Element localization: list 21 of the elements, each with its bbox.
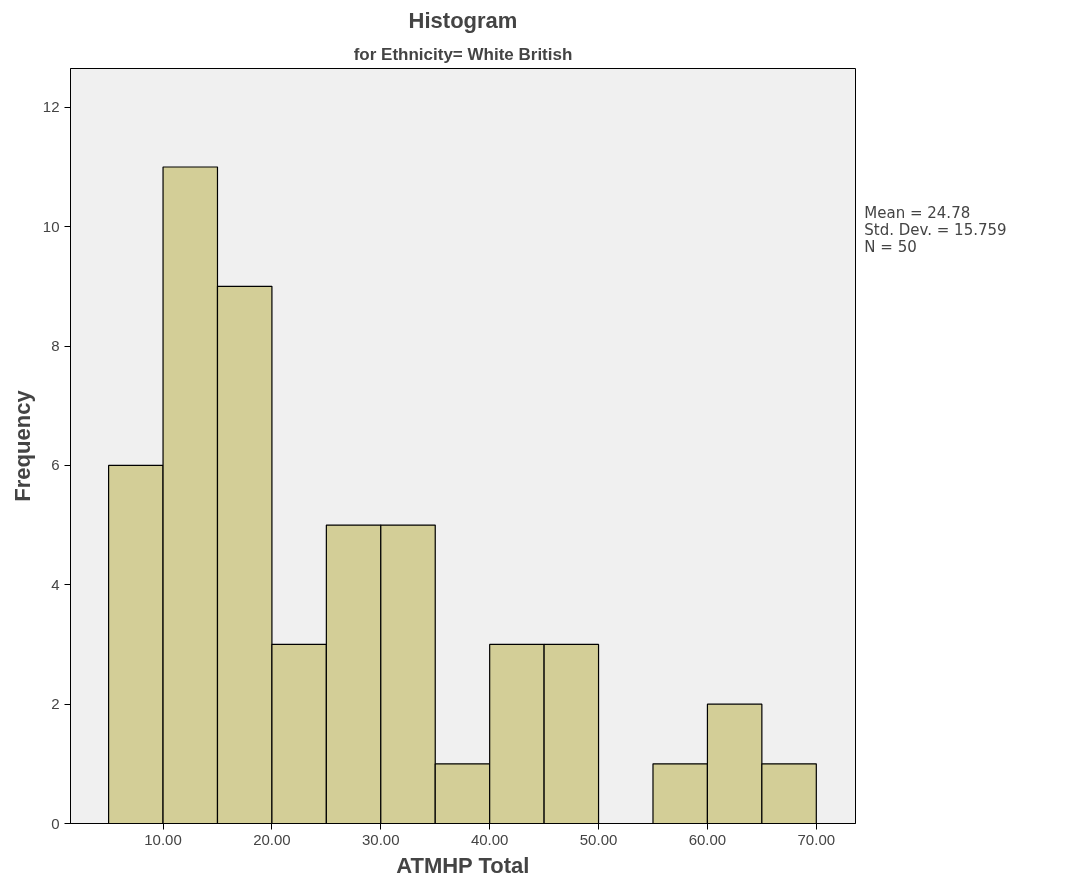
y-tick-label: 2 [51, 695, 60, 713]
x-tick-label: 30.00 [362, 830, 400, 848]
chart-title: Histogram [408, 7, 518, 33]
text: N = 50 [864, 237, 917, 256]
y-axis-title: Frequency [9, 389, 35, 502]
text: Mean = 24.78 [864, 203, 971, 222]
x-axis-title: ATMHP Total [396, 852, 530, 878]
y-tick-label: 0 [51, 814, 60, 832]
y-tick-label: 8 [51, 337, 60, 355]
x-tick-label: 50.00 [579, 830, 618, 848]
x-tick-label: 20.00 [253, 830, 291, 848]
text: Std. Dev. = 15.759 [864, 220, 1007, 239]
y-tick-label: 6 [51, 456, 60, 474]
chart-subtitle: for Ethnicity= White British [353, 44, 573, 64]
x-tick-label: 60.00 [688, 830, 727, 848]
y-tick-label: 10 [42, 217, 60, 235]
y-tick-label: 12 [42, 98, 60, 116]
y-tick-label: 4 [51, 575, 60, 593]
x-tick-label: 10.00 [144, 830, 182, 848]
x-tick-label: 40.00 [470, 830, 509, 848]
x-tick-label: 70.00 [797, 830, 836, 848]
